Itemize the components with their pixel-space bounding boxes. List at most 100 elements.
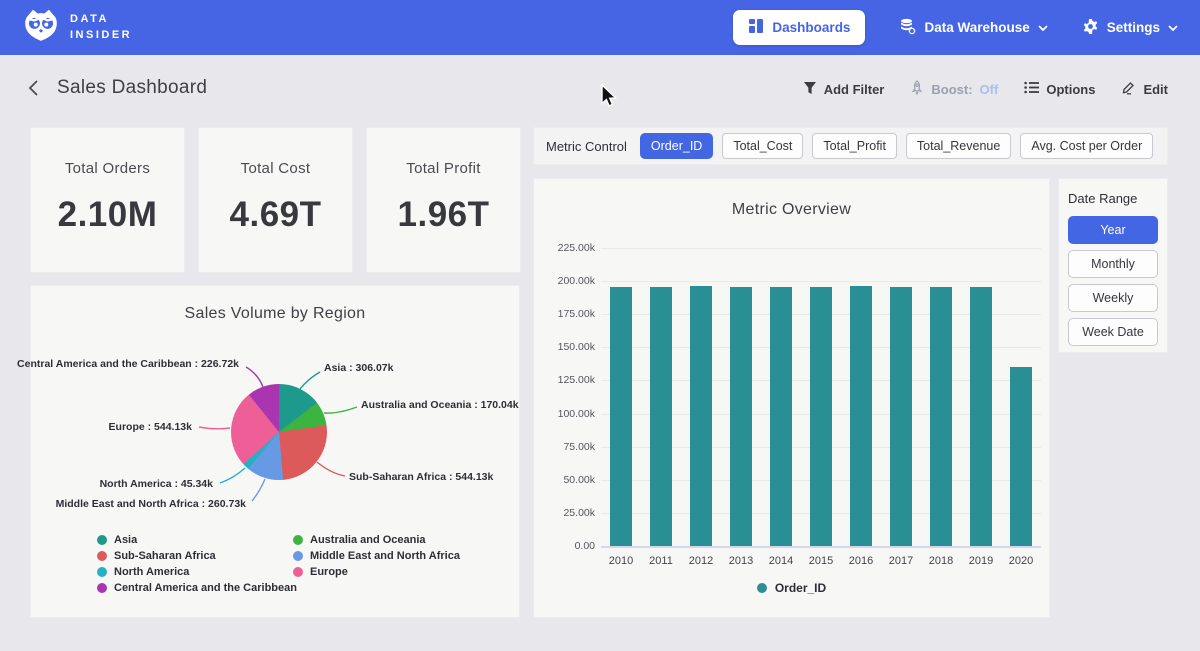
y-axis-tick: 125.00k	[543, 374, 595, 386]
pie-legend-central-america-and-the-caribbean[interactable]: Central America and the Caribbean	[97, 582, 297, 594]
pie-chart[interactable]	[231, 384, 327, 480]
pie-legend-middle-east-and-north-africa[interactable]: Middle East and North Africa	[293, 550, 460, 562]
y-axis-tick: 150.00k	[543, 341, 595, 353]
y-axis-tick: 225.00k	[543, 242, 595, 254]
pie-label-australia-and-oceania: Australia and Oceania : 170.04k	[361, 399, 519, 411]
legend-dot	[293, 535, 303, 545]
y-axis-tick: 100.00k	[543, 408, 595, 420]
pencil-icon	[1121, 80, 1136, 98]
x-axis-tick: 2012	[681, 555, 721, 567]
add-filter-button[interactable]: Add Filter	[803, 81, 885, 98]
legend-dot	[97, 567, 107, 577]
date-range-monthly[interactable]: Monthly	[1068, 250, 1158, 278]
owl-logo-icon	[22, 6, 60, 49]
legend-dot	[97, 551, 107, 561]
bar-2013[interactable]	[730, 287, 752, 546]
legend-label: Asia	[114, 534, 137, 546]
gridline	[601, 546, 1041, 548]
brand-logo[interactable]: DATA INSIDER	[22, 6, 132, 49]
legend-label: Central America and the Caribbean	[114, 582, 297, 594]
list-icon	[1024, 81, 1039, 97]
dashboard-grid-icon	[748, 18, 764, 37]
bar-2010[interactable]	[610, 287, 632, 546]
filter-funnel-icon	[803, 81, 817, 98]
x-axis-tick: 2019	[961, 555, 1001, 567]
gear-icon	[1082, 18, 1099, 38]
bar-2019[interactable]	[970, 287, 992, 546]
metric-chip-total-profit[interactable]: Total_Profit	[812, 133, 897, 159]
sales-dashboard-app: DATA INSIDER Dashboards	[0, 0, 1200, 651]
pie-label-asia: Asia : 306.07k	[324, 362, 393, 374]
pie-label-central-america-and-the-caribbean: Central America and the Caribbean : 226.…	[17, 358, 239, 370]
legend-dot	[293, 567, 303, 577]
metric-control-bar: Metric Control Order_IDTotal_CostTotal_P…	[533, 127, 1168, 165]
chevron-down-icon	[1038, 20, 1048, 35]
x-axis-tick: 2016	[841, 555, 881, 567]
bar-chart-legend[interactable]: Order_ID	[534, 581, 1049, 595]
edit-button[interactable]: Edit	[1121, 80, 1168, 98]
pie-legend-australia-and-oceania[interactable]: Australia and Oceania	[293, 534, 426, 546]
metric-chip-list: Order_ID Total_Cost Total_Profit Total_Reve…	[640, 133, 1153, 159]
kpi-value: 4.69T	[199, 195, 352, 235]
page-header: Sales Dashboard Add Filter Boost: Off	[0, 75, 1200, 111]
boost-state: Off	[980, 82, 999, 97]
gridline	[601, 281, 1041, 282]
back-button[interactable]	[26, 79, 42, 100]
pie-label-north-america: North America : 45.34k	[100, 478, 213, 490]
pie-label-middle-east-and-north-africa: Middle East and North Africa : 260.73k	[56, 498, 246, 510]
nav-data-warehouse-button[interactable]: Data Warehouse	[899, 18, 1047, 38]
x-axis-tick: 2011	[641, 555, 681, 567]
metric-chip-order-id[interactable]: Order_ID	[640, 133, 713, 159]
date-range-year[interactable]: Year	[1068, 216, 1158, 244]
back-chevron-icon	[26, 79, 42, 97]
kpi-value: 1.96T	[367, 195, 520, 235]
x-axis-tick: 2020	[1001, 555, 1041, 567]
legend-label: Sub-Saharan Africa	[114, 550, 216, 562]
date-range-week-date[interactable]: Week Date	[1068, 318, 1158, 346]
chevron-down-icon	[1168, 20, 1178, 35]
page-title: Sales Dashboard	[57, 77, 207, 99]
bar-2015[interactable]	[810, 287, 832, 546]
x-axis-tick: 2014	[761, 555, 801, 567]
bar-2020[interactable]	[1010, 367, 1032, 546]
y-axis-tick: 25.00k	[543, 507, 595, 519]
legend-dot	[97, 583, 107, 593]
legend-label: Australia and Oceania	[310, 534, 426, 546]
metric-chip-total-cost[interactable]: Total_Cost	[722, 133, 803, 159]
bar-2011[interactable]	[650, 287, 672, 546]
x-axis-tick: 2010	[601, 555, 641, 567]
legend-dot	[293, 551, 303, 561]
boost-toggle[interactable]: Boost: Off	[910, 80, 998, 98]
pie-legend-north-america[interactable]: North America	[97, 566, 189, 578]
date-range-weekly[interactable]: Weekly	[1068, 284, 1158, 312]
gridline	[601, 248, 1041, 249]
kpi-value: 2.10M	[31, 195, 184, 235]
bar-2018[interactable]	[930, 287, 952, 546]
kpi-card-total-profit: Total Profit 1.96T	[366, 127, 521, 273]
kpi-card-total-orders: Total Orders 2.10M	[30, 127, 185, 273]
bar-2014[interactable]	[770, 287, 792, 546]
bar-2016[interactable]	[850, 286, 872, 546]
legend-label: Middle East and North Africa	[310, 550, 460, 562]
nav-settings-button[interactable]: Settings	[1082, 18, 1178, 38]
legend-label: North America	[114, 566, 189, 578]
nav-dashboards-button[interactable]: Dashboards	[733, 10, 865, 45]
legend-label: Europe	[310, 566, 348, 578]
y-axis-tick: 0.00	[543, 540, 595, 552]
x-axis-tick: 2017	[881, 555, 921, 567]
x-axis-tick: 2018	[921, 555, 961, 567]
pie-legend-asia[interactable]: Asia	[97, 534, 137, 546]
bar-2012[interactable]	[690, 286, 712, 546]
bar-chart-title: Metric Overview	[534, 201, 1049, 219]
x-axis-tick: 2013	[721, 555, 761, 567]
metric-chip-avg-cost-per-order[interactable]: Avg. Cost per Order	[1020, 133, 1153, 159]
pie-legend-sub-saharan-africa[interactable]: Sub-Saharan Africa	[97, 550, 216, 562]
y-axis-tick: 175.00k	[543, 308, 595, 320]
pie-label-sub-saharan-africa: Sub-Saharan Africa : 544.13k	[349, 471, 493, 483]
pie-legend-europe[interactable]: Europe	[293, 566, 348, 578]
legend-label: Order_ID	[775, 581, 826, 595]
rocket-icon	[910, 80, 924, 98]
metric-chip-total-revenue[interactable]: Total_Revenue	[906, 133, 1011, 159]
bar-2017[interactable]	[890, 287, 912, 546]
options-button[interactable]: Options	[1024, 81, 1095, 97]
